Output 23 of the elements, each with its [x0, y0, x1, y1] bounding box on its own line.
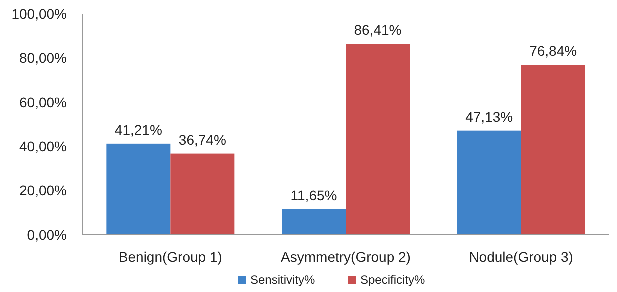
y-tick-label: 0,00% — [27, 226, 67, 243]
y-tick-label: 80,00% — [20, 50, 67, 66]
bar — [106, 144, 171, 235]
bar — [170, 154, 235, 235]
y-tick-label: 20,00% — [20, 182, 67, 199]
x-tick-label: Benign(Group 1) — [118, 249, 222, 265]
y-tick-label: 60,00% — [20, 94, 67, 110]
data-label: 36,74% — [178, 132, 226, 148]
legend-label: Specificity% — [360, 273, 426, 288]
y-tick-label: 100,00% — [12, 6, 67, 22]
bar — [282, 209, 346, 235]
data-label: 86,41% — [354, 22, 402, 38]
bar — [346, 44, 410, 235]
y-tick-label: 40,00% — [20, 138, 67, 154]
bar — [521, 65, 586, 235]
x-tick-label: Asymmetry(Group 2) — [281, 249, 411, 265]
legend-label: Sensitivity% — [250, 273, 316, 288]
data-label: 41,21% — [114, 122, 162, 138]
x-tick-label: Nodule(Group 3) — [469, 249, 574, 265]
data-label: 76,84% — [530, 43, 578, 60]
data-label: 11,65% — [290, 187, 338, 204]
data-label: 47,13% — [466, 108, 514, 125]
bar — [457, 130, 522, 235]
